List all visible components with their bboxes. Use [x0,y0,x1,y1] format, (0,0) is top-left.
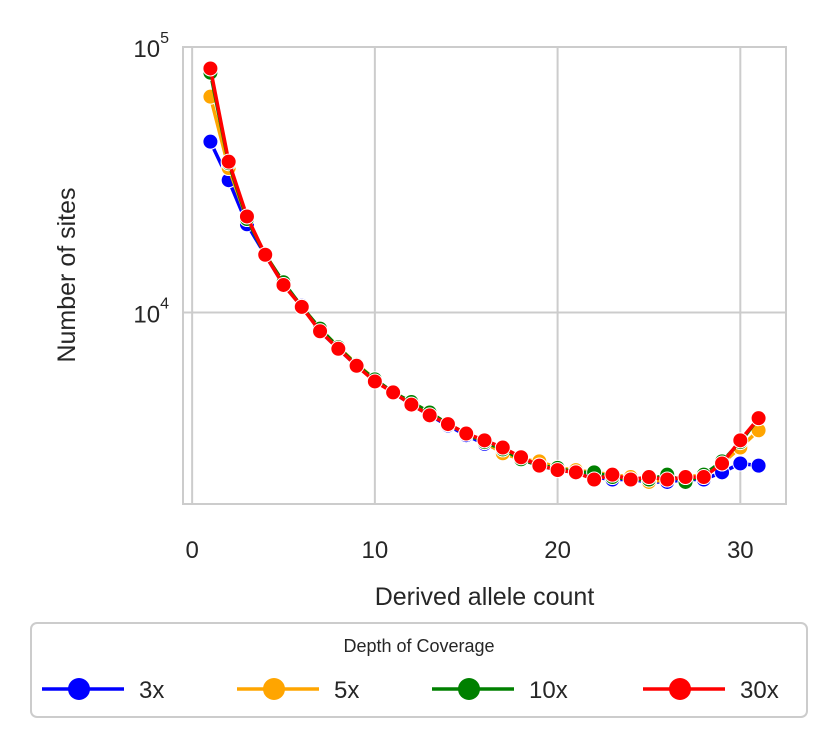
legend-title: Depth of Coverage [343,636,494,656]
plot-frame [182,46,787,505]
data-point-30x [750,410,767,427]
y-axis-label: Number of sites [53,187,81,362]
data-point-30x [549,462,566,479]
legend-item-10x: 10x [432,677,568,704]
x-tick-labels: 0 10 20 30 [185,537,753,564]
data-point-30x [659,471,676,488]
series-layer [202,60,767,490]
x-axis-label: Derived allele count [375,583,595,611]
data-point-3x [732,455,749,472]
legend-label-3x: 3x [139,677,164,704]
data-point-3x [750,457,767,474]
data-point-30x [385,384,402,401]
data-point-30x [732,432,749,449]
data-point-30x [567,464,584,481]
data-point-30x [439,416,456,433]
data-point-30x [330,340,347,357]
legend-items: 3x 5x 10x 30x [42,677,779,704]
legend-item-30x: 30x [643,677,779,704]
data-point-30x [476,432,493,449]
legend-label-30x: 30x [740,677,779,704]
legend-marker-3x [68,678,90,700]
legend-marker-10x [458,678,480,700]
x-tick-label: 20 [544,537,571,564]
data-point-30x [677,469,694,486]
legend-item-5x: 5x [237,677,359,704]
y-tick-labels: 104 105 [133,30,169,329]
legend-marker-30x [669,678,691,700]
legend: Depth of Coverage 3x 5x 10x 30x [30,622,808,718]
data-point-30x [494,439,511,456]
legend-frame [30,622,808,718]
data-point-30x [366,373,383,390]
y-tick-label: 104 [133,296,169,329]
y-tick-label: 105 [133,30,169,63]
legend-marker-5x [263,678,285,700]
data-point-30x [238,208,255,225]
data-point-30x [513,449,530,466]
data-point-3x [202,133,219,150]
x-tick-label: 0 [185,537,198,564]
data-point-30x [640,469,657,486]
data-point-30x [586,471,603,488]
data-point-30x [348,357,365,374]
data-point-30x [403,396,420,413]
x-tick-label: 10 [362,537,389,564]
data-point-30x [604,466,621,483]
legend-label-10x: 10x [529,677,568,704]
data-point-30x [622,471,639,488]
data-point-30x [714,455,731,472]
data-point-30x [531,457,548,474]
data-point-30x [458,425,475,442]
data-point-30x [421,407,438,424]
x-tick-label: 30 [727,537,754,564]
data-point-30x [312,323,329,340]
series-30x [202,60,767,488]
legend-label-5x: 5x [334,677,359,704]
data-point-30x [202,60,219,77]
data-point-30x [220,153,237,170]
data-point-30x [695,469,712,486]
data-point-30x [275,276,292,293]
data-point-30x [293,298,310,315]
data-point-30x [257,246,274,263]
legend-item-3x: 3x [42,677,164,704]
